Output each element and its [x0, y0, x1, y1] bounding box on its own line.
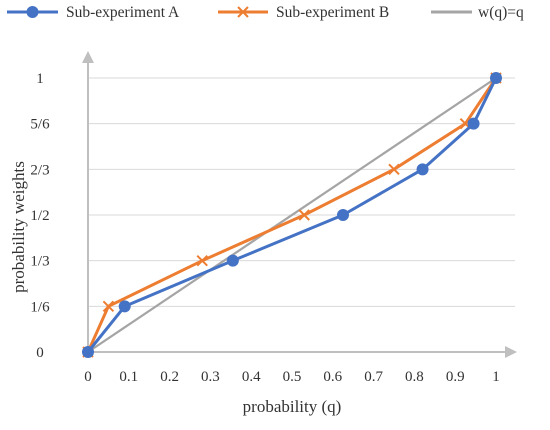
data-point [490, 72, 502, 84]
x-tick-label: 1 [492, 369, 500, 385]
axes [82, 51, 517, 358]
x-tick-label: 0.5 [283, 369, 302, 385]
x-tick-label: 0.8 [405, 369, 424, 385]
legend: Sub-experiment A Sub-experiment B w(q)=q [7, 4, 524, 21]
series-sub-experiment-a [82, 72, 502, 358]
legend-item-sub-experiment-b: Sub-experiment B [218, 4, 389, 21]
legend-label: Sub-experiment A [66, 4, 180, 21]
y-axis-title: probability weights [9, 161, 28, 293]
x-tick-label: 0.1 [119, 369, 138, 385]
data-point [337, 209, 349, 221]
x-tick-label: 0.3 [201, 369, 220, 385]
series-w-q-q [87, 77, 497, 353]
legend-item-sub-experiment-a: Sub-experiment A [7, 4, 180, 21]
y-tick-label: 1/2 [30, 208, 49, 224]
legend-item-w-q-q: w(q)=q [431, 4, 524, 21]
series-layer [82, 72, 502, 358]
x-axis-arrow [505, 346, 517, 358]
x-tick-label: 0.4 [242, 369, 261, 385]
y-tick-label: 1/3 [30, 254, 49, 270]
y-tick-label: 5/6 [30, 117, 50, 133]
series-line [87, 77, 497, 353]
x-tick-labels: 0 0.1 0.2 0.3 0.4 0.5 0.6 0.7 0.8 0.9 1 [84, 369, 500, 385]
y-tick-labels: 0 1/6 1/3 1/2 2/3 5/6 1 [30, 71, 50, 361]
x-tick-label: 0.6 [323, 369, 342, 385]
x-tick-label: 0 [84, 369, 92, 385]
legend-marker [26, 6, 39, 18]
data-point [118, 300, 131, 313]
data-point [388, 163, 400, 176]
y-axis-arrow [82, 51, 94, 63]
data-point [416, 163, 429, 176]
y-tick-label: 1 [36, 71, 44, 87]
x-tick-label: 0.7 [364, 369, 383, 385]
data-point [467, 117, 480, 130]
data-point [102, 300, 115, 313]
x-tick-label: 0.9 [446, 369, 465, 385]
y-tick-label: 2/3 [30, 162, 49, 178]
data-point [298, 209, 310, 221]
x-axis-title: probability (q) [243, 397, 342, 416]
x-tick-label: 0.2 [160, 369, 179, 385]
y-tick-label: 0 [36, 345, 44, 361]
legend-label: Sub-experiment B [276, 4, 389, 21]
y-tick-label: 1/6 [30, 299, 50, 315]
legend-label: w(q)=q [478, 4, 524, 21]
data-point [226, 254, 239, 267]
data-point [82, 346, 94, 358]
legend-marker [237, 6, 249, 18]
data-point [196, 254, 208, 267]
gridlines [88, 77, 515, 307]
